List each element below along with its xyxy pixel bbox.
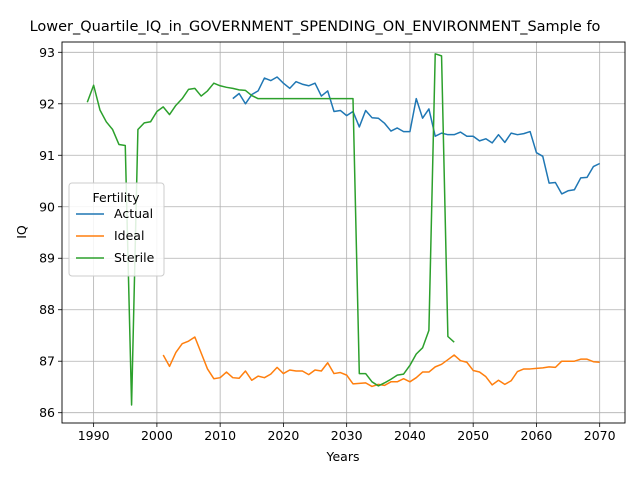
x-tick-label: 2040 (394, 428, 426, 443)
legend-box (68, 182, 165, 277)
x-axis-ticks: 1990 2000 2010 2020 2030 2040 2050 2060 2070 (78, 423, 616, 443)
chart-title: Lower_Quartile_IQ_in_GOVERNMENT_SPENDING… (30, 19, 601, 35)
x-tick-label: 2060 (521, 428, 553, 443)
y-tick-label: 91 (39, 148, 55, 163)
series-lines (86, 53, 601, 406)
x-tick-label: 2050 (457, 428, 489, 443)
y-tick-label: 93 (39, 45, 55, 60)
x-axis-label: Years (326, 449, 360, 464)
y-tick-label: 90 (39, 199, 55, 214)
x-tick-label: 2000 (141, 428, 173, 443)
legend: Fertility Actual Ideal Sterile (68, 182, 165, 277)
x-tick-label: 2010 (204, 428, 236, 443)
series-line-actual (232, 76, 601, 195)
x-tick-label: 1990 (78, 428, 110, 443)
series-line-ideal (162, 336, 600, 388)
y-tick-label: 92 (39, 96, 55, 111)
y-axis-label: IQ (14, 225, 29, 239)
y-axis-ticks: 86 87 88 89 90 91 92 93 (39, 45, 62, 420)
gridlines (62, 42, 625, 423)
legend-label-actual: Actual (114, 206, 153, 221)
legend-label-sterile: Sterile (114, 250, 155, 265)
y-tick-label: 87 (39, 354, 55, 369)
legend-title: Fertility (93, 190, 141, 205)
y-tick-label: 86 (39, 405, 55, 420)
y-tick-label: 89 (39, 251, 55, 266)
plot-frame (61, 41, 626, 424)
x-tick-label: 2020 (267, 428, 299, 443)
series-line-sterile (86, 53, 455, 406)
x-tick-label: 2070 (584, 428, 616, 443)
y-tick-label: 88 (39, 302, 55, 317)
x-tick-label: 2030 (331, 428, 363, 443)
legend-label-ideal: Ideal (114, 228, 144, 243)
